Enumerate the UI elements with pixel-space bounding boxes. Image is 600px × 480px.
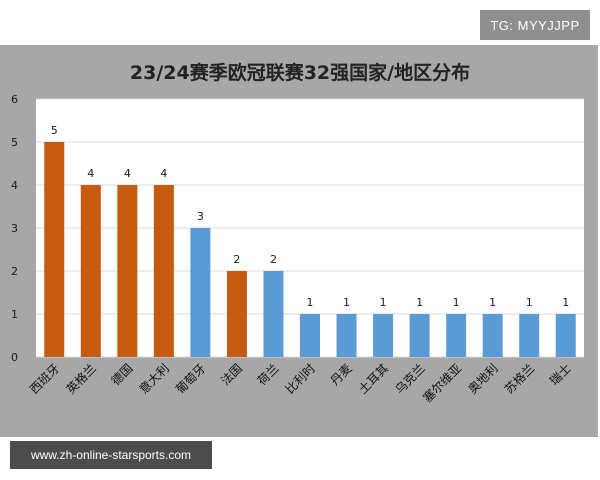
y-tick-label: 2 bbox=[11, 265, 18, 278]
data-label: 1 bbox=[380, 296, 387, 309]
x-tick-label: 荷兰 bbox=[255, 361, 282, 388]
bar-15 bbox=[555, 314, 576, 357]
data-label: 4 bbox=[124, 167, 131, 180]
y-tick-label: 6 bbox=[11, 93, 18, 106]
chart-title: 23/24赛季欧冠联赛32强国家/地区分布 bbox=[130, 61, 470, 84]
data-label: 4 bbox=[160, 167, 167, 180]
x-tick-label: 丹麦 bbox=[328, 361, 355, 388]
x-tick-label: 瑞士 bbox=[547, 361, 574, 388]
x-tick-label: 意大利 bbox=[136, 361, 172, 397]
bar-6 bbox=[226, 271, 247, 357]
y-tick-label: 4 bbox=[11, 179, 18, 192]
data-label: 1 bbox=[489, 296, 496, 309]
chart-panel: 23/24赛季欧冠联赛32强国家/地区分布 0 1 2 3 4 5 6 5 4 4 4 3 2 2 1 1 1… bbox=[0, 45, 598, 437]
x-tick-label: 英格兰 bbox=[63, 361, 99, 397]
x-axis: 西班牙 英格兰 德国 意大利 葡萄牙 法国 荷兰 比利时 丹麦 土耳其 乌克兰塞尔维亚 奥地利 苏格兰瑞… bbox=[27, 361, 574, 406]
data-label: 2 bbox=[270, 253, 277, 266]
y-tick-label: 3 bbox=[11, 222, 18, 235]
bar-2 bbox=[80, 185, 101, 357]
x-tick-label: 土耳其 bbox=[356, 361, 391, 396]
x-tick-label: 德国 bbox=[108, 361, 136, 389]
data-labels: 5 4 4 4 3 2 2 1 1 1 1 1 1 1 1 bbox=[51, 124, 569, 309]
bar-5 bbox=[190, 228, 211, 357]
x-tick-label: 法国 bbox=[218, 361, 245, 388]
bar-8 bbox=[300, 314, 320, 357]
data-label: 1 bbox=[562, 296, 569, 309]
data-label: 1 bbox=[307, 296, 314, 309]
data-label: 2 bbox=[233, 253, 240, 266]
x-tick-label: 葡萄牙 bbox=[173, 361, 208, 396]
bar-4 bbox=[153, 185, 174, 357]
data-label: 3 bbox=[197, 210, 204, 223]
data-label: 4 bbox=[87, 167, 94, 180]
bar-chart: 23/24赛季欧冠联赛32强国家/地区分布 0 1 2 3 4 5 6 5 4 4 4 3 2 2 1 1 1… bbox=[11, 61, 584, 406]
data-label: 1 bbox=[343, 296, 350, 309]
data-label: 1 bbox=[453, 296, 460, 309]
bars bbox=[44, 142, 576, 357]
bar-13 bbox=[482, 314, 503, 357]
bar-9 bbox=[336, 314, 357, 357]
x-tick-label: 比利时 bbox=[283, 361, 318, 396]
bar-11 bbox=[409, 314, 430, 357]
data-label: 1 bbox=[416, 296, 423, 309]
bar-1 bbox=[44, 142, 65, 357]
y-tick-label: 0 bbox=[11, 351, 18, 364]
x-tick-label: 奥地利 bbox=[465, 361, 500, 396]
y-axis: 0 1 2 3 4 5 6 bbox=[11, 93, 18, 364]
y-tick-label: 5 bbox=[11, 136, 18, 149]
bar-10 bbox=[373, 314, 394, 357]
bar-3 bbox=[117, 185, 138, 357]
x-tick-label: 乌克兰 bbox=[392, 361, 428, 397]
source-url: www.zh-online-starsports.com bbox=[10, 441, 212, 469]
bar-12 bbox=[446, 314, 467, 357]
y-tick-label: 1 bbox=[11, 308, 18, 321]
bar-14 bbox=[519, 314, 540, 357]
bar-7 bbox=[263, 271, 284, 357]
x-tick-label: 塞尔维亚 bbox=[420, 361, 465, 406]
x-tick-label: 苏格兰 bbox=[501, 361, 537, 397]
watermark-badge: TG: MYYJJPP bbox=[480, 10, 590, 40]
data-label: 1 bbox=[526, 296, 533, 309]
x-tick-label: 西班牙 bbox=[27, 361, 62, 396]
data-label: 5 bbox=[51, 124, 58, 137]
